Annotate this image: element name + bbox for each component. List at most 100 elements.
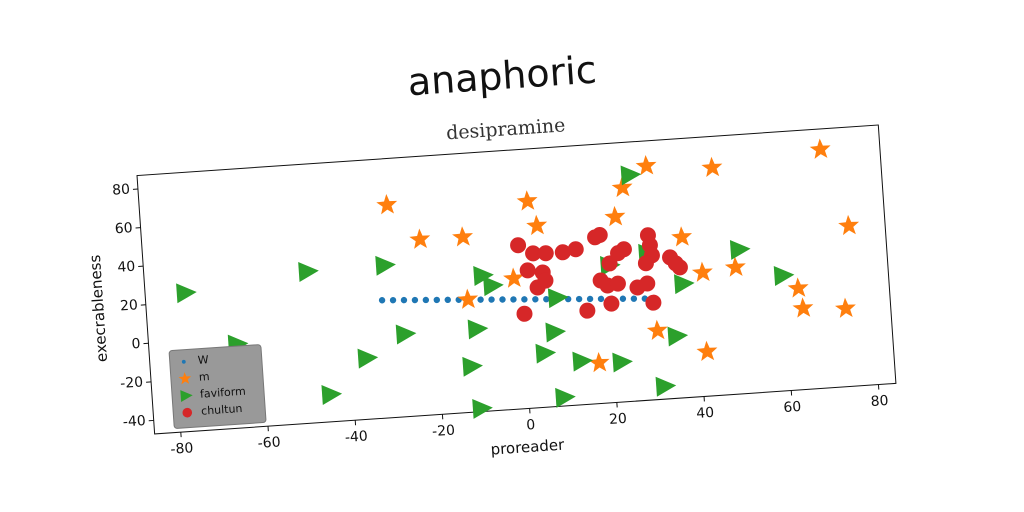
scatter-point [422,296,430,304]
scatter-point [521,296,528,303]
y-tick-label: 20 [120,297,139,314]
scatter-point [620,165,642,186]
scatter-point [696,340,718,361]
legend-label: chultun [201,402,243,418]
x-tick-label: 40 [696,405,715,422]
y-tick-label: 60 [114,220,133,237]
scatter-point [462,356,483,377]
scatter-point [488,296,495,303]
scatter-point [639,275,656,292]
scatter-point [473,265,494,286]
scatter-point [378,297,386,304]
y-tick-label: 80 [112,182,131,199]
scatter-point [838,214,860,236]
scatter-point [792,297,814,318]
scatter-point [176,283,197,304]
scatter-point [510,296,517,303]
scatter-point [400,296,408,304]
scatter-point [615,241,632,258]
scatter-point [357,348,379,369]
scatter-point [532,296,539,303]
x-tick-label: -40 [344,428,368,446]
scatter-point [612,352,633,373]
x-tick-label: -60 [257,434,281,452]
scatter-point [673,274,695,295]
scatter-point [467,319,489,340]
scatter-point [477,296,484,303]
scatter-point [604,205,626,227]
scatter-point [543,296,550,303]
scatter-point [537,245,554,262]
scatter-point [503,267,524,288]
scatter-point [452,226,474,247]
scatter-point [834,297,856,318]
scatter-point [809,138,831,159]
rotated-figure: anaphoric desipramine proreader execrabl… [86,48,897,459]
legend-marker [180,390,193,403]
scatter-point [579,302,596,319]
scatter-point [389,296,397,304]
scatter-point [554,244,571,261]
scatter-point [646,319,668,341]
scatter-point [545,322,567,343]
scatter-point [637,255,654,272]
scatter-point [375,255,396,276]
legend-label: faviform [200,385,247,401]
scatter-point [773,266,795,286]
scatter-point [444,296,451,304]
scatter-point [667,326,689,347]
scatter-point [526,214,548,236]
scatter-point [609,275,626,292]
scatter-point [433,296,441,304]
scatter-point [499,296,506,303]
scatter-point [547,288,569,309]
x-tick-label: 0 [526,417,536,434]
y-tick-label: -40 [122,413,146,431]
y-tick-label: 40 [117,259,136,276]
scatter-point [603,295,620,312]
legend-marker [178,372,192,385]
scatter-point [321,385,343,405]
x-tick-label: 80 [870,393,889,410]
scatter-point [409,228,431,249]
scatter-point [671,259,688,276]
scatter-point [645,294,662,311]
scatter-point [724,256,746,277]
chart-title: anaphoric [406,48,598,105]
scatter-point [611,176,633,198]
x-tick-label: -20 [432,423,456,441]
scatter-point [586,295,594,303]
scatter-point [525,245,542,262]
scatter-point [555,387,576,408]
legend-label: W [197,353,209,367]
legend-marker [181,359,186,364]
scatter-point [516,305,533,322]
scatter-point [671,226,693,247]
scatter-point [619,295,627,302]
scatter-point [572,351,594,372]
scatter-point [588,351,610,373]
legend-box [168,344,267,429]
x-axis-label: proreader [490,436,566,459]
scatter-point [597,295,605,303]
x-tick-label: 60 [783,399,802,416]
scatter-point [575,295,583,303]
scatter-point [591,227,608,244]
y-tick-label: -20 [120,374,144,392]
scatter-point [691,261,713,282]
scatter-point [655,376,677,397]
y-axis-label: execrableness [86,254,111,363]
scatter-point [537,272,554,289]
scatter-point [483,276,504,297]
legend-marker [182,407,193,418]
scatter-point [395,324,417,345]
scatter-point [376,194,398,215]
scatter-point [635,155,657,176]
x-tick-label: -80 [170,440,194,458]
scatter-point [535,343,557,364]
scatter-point [411,296,419,304]
chart-subtitle: desipramine [445,114,566,144]
scatter-point [729,239,751,260]
